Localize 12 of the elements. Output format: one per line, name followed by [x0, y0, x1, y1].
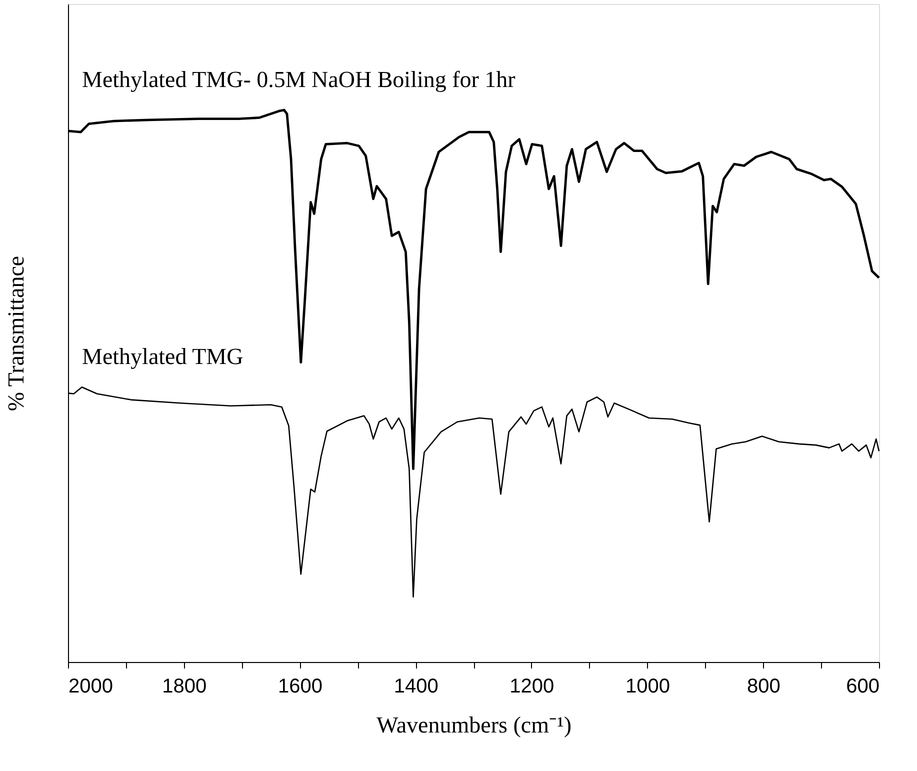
x-axis-title: Wavenumbers (cm⁻¹)	[376, 712, 572, 738]
x-tick-label: 1000	[626, 676, 670, 698]
x-tick-label: 1800	[162, 676, 207, 698]
y-axis-title: % Transmittance	[4, 256, 28, 412]
x-tick-label: 1600	[278, 676, 322, 698]
x-tick-label: 800	[746, 676, 780, 698]
series-label: Methylated TMG	[82, 344, 244, 370]
x-tick-label: 1400	[394, 676, 438, 698]
series-label: Methylated TMG- 0.5M NaOH Boiling for 1hr	[82, 66, 516, 92]
x-tick-label: 2000	[68, 676, 113, 698]
x-tick-label: 600	[846, 676, 880, 698]
x-tick-label: 1200	[510, 676, 554, 698]
